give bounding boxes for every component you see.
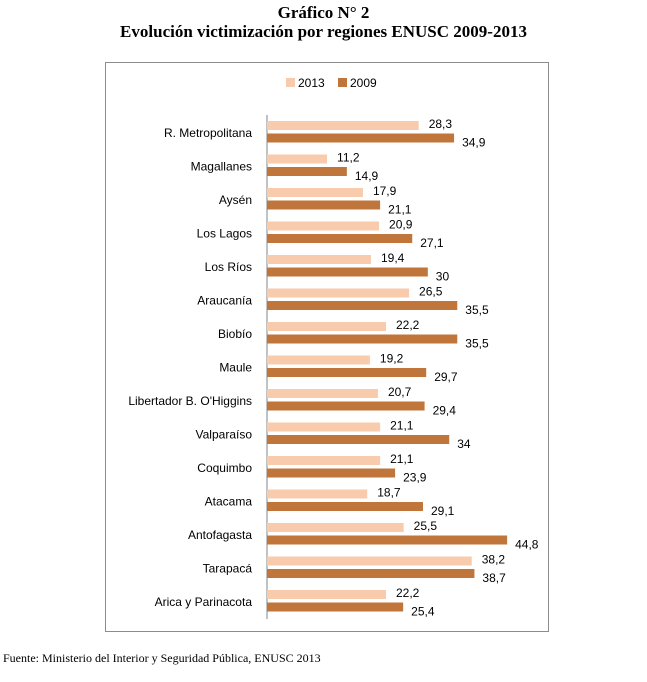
data-label-2009: 44,8 bbox=[515, 538, 539, 552]
bar-2009 bbox=[267, 133, 455, 143]
data-label-2009: 35,5 bbox=[465, 337, 489, 351]
bar-2013 bbox=[267, 389, 378, 398]
data-label-2009: 34 bbox=[457, 437, 471, 451]
bar-2013 bbox=[267, 422, 381, 432]
bar-2009 bbox=[267, 435, 450, 444]
data-label-2013: 19,4 bbox=[381, 251, 405, 265]
category-label: Magallanes bbox=[191, 160, 252, 174]
data-label-2013: 17,9 bbox=[373, 184, 397, 198]
bar-2013 bbox=[267, 288, 410, 298]
bar-2013 bbox=[267, 489, 368, 499]
bar-2009 bbox=[267, 602, 404, 612]
bar-2009 bbox=[267, 167, 347, 176]
data-label-2013: 21,1 bbox=[390, 419, 414, 433]
category-label: Los Lagos bbox=[197, 227, 252, 241]
bar-chart: 2013 2009 R. Metropolitana 28,3 34,9 Magallan… bbox=[128, 76, 539, 619]
data-label-2009: 38,7 bbox=[482, 571, 506, 585]
data-label-2013: 20,9 bbox=[389, 218, 413, 232]
bar-2013 bbox=[267, 556, 472, 566]
data-label-2013: 25,5 bbox=[414, 519, 438, 533]
bar-2009 bbox=[267, 468, 396, 478]
bar-2009 bbox=[267, 401, 425, 411]
bar-2009 bbox=[267, 535, 508, 545]
category-label: Biobío bbox=[218, 327, 252, 341]
legend-swatch-2013 bbox=[286, 78, 295, 87]
bar-2009 bbox=[267, 368, 427, 377]
category-label: Arica y Parinacota bbox=[155, 595, 253, 609]
data-label-2009: 14,9 bbox=[355, 169, 379, 183]
category-label: R. Metropolitana bbox=[164, 126, 252, 140]
data-label-2009: 25,4 bbox=[411, 605, 435, 619]
chart-frame: 2013 2009 R. Metropolitana 28,3 34,9 Magallan… bbox=[105, 62, 549, 632]
bar-2009 bbox=[267, 502, 423, 511]
data-label-2013: 19,2 bbox=[380, 352, 404, 366]
bar-2013 bbox=[267, 456, 381, 465]
bar-2009 bbox=[267, 267, 428, 277]
category-label: Araucanía bbox=[197, 294, 252, 308]
data-label-2013: 22,2 bbox=[396, 318, 420, 332]
data-label-2009: 27,1 bbox=[420, 236, 444, 250]
data-label-2009: 29,1 bbox=[431, 504, 455, 518]
bar-2013 bbox=[267, 355, 370, 365]
bar-2009 bbox=[267, 569, 475, 578]
category-label: Valparaíso bbox=[196, 428, 253, 442]
bar-2013 bbox=[267, 121, 419, 130]
source-note: Fuente: Ministerio del Interior y Seguri… bbox=[3, 651, 321, 665]
chart-title: Gráfico N° 2 bbox=[277, 3, 370, 22]
data-label-2009: 21,1 bbox=[388, 203, 412, 217]
data-label-2013: 26,5 bbox=[419, 285, 443, 299]
bar-2013 bbox=[267, 255, 371, 264]
bar-2009 bbox=[267, 334, 458, 344]
category-label: Los Ríos bbox=[205, 260, 252, 274]
data-label-2009: 23,9 bbox=[403, 471, 427, 485]
category-label: Maule bbox=[219, 361, 252, 375]
category-label: Libertador B. O'Higgins bbox=[128, 394, 252, 408]
bar-2013 bbox=[267, 188, 363, 197]
legend-swatch-2009 bbox=[338, 78, 347, 87]
data-label-2009: 35,5 bbox=[465, 303, 489, 317]
chart-subtitle: Evolución victimización por regiones ENU… bbox=[120, 22, 527, 41]
category-label: Coquimbo bbox=[197, 461, 252, 475]
bar-2013 bbox=[267, 523, 404, 532]
data-label-2013: 22,2 bbox=[396, 586, 420, 600]
bar-2009 bbox=[267, 200, 381, 210]
category-label: Antofagasta bbox=[188, 528, 252, 542]
legend-label-2009: 2009 bbox=[350, 76, 377, 90]
data-label-2013: 28,3 bbox=[429, 117, 453, 131]
data-label-2009: 29,7 bbox=[434, 370, 458, 384]
data-label-2009: 30 bbox=[436, 270, 450, 284]
category-label: Atacama bbox=[205, 495, 253, 509]
data-label-2009: 34,9 bbox=[462, 136, 486, 150]
legend-label-2013: 2013 bbox=[298, 76, 325, 90]
bar-2013 bbox=[267, 154, 328, 164]
bar-2009 bbox=[267, 234, 413, 243]
bar-2013 bbox=[267, 590, 386, 599]
data-label-2013: 38,2 bbox=[482, 553, 506, 567]
data-label-2013: 18,7 bbox=[377, 486, 401, 500]
category-label: Aysén bbox=[219, 193, 252, 207]
bar-2013 bbox=[267, 322, 386, 331]
data-label-2013: 21,1 bbox=[390, 452, 414, 466]
data-label-2013: 20,7 bbox=[388, 385, 412, 399]
category-label: Tarapacá bbox=[203, 562, 253, 576]
bar-2013 bbox=[267, 221, 380, 231]
data-label-2013: 11,2 bbox=[337, 151, 360, 165]
bar-2009 bbox=[267, 301, 458, 310]
data-label-2009: 29,4 bbox=[433, 404, 457, 418]
